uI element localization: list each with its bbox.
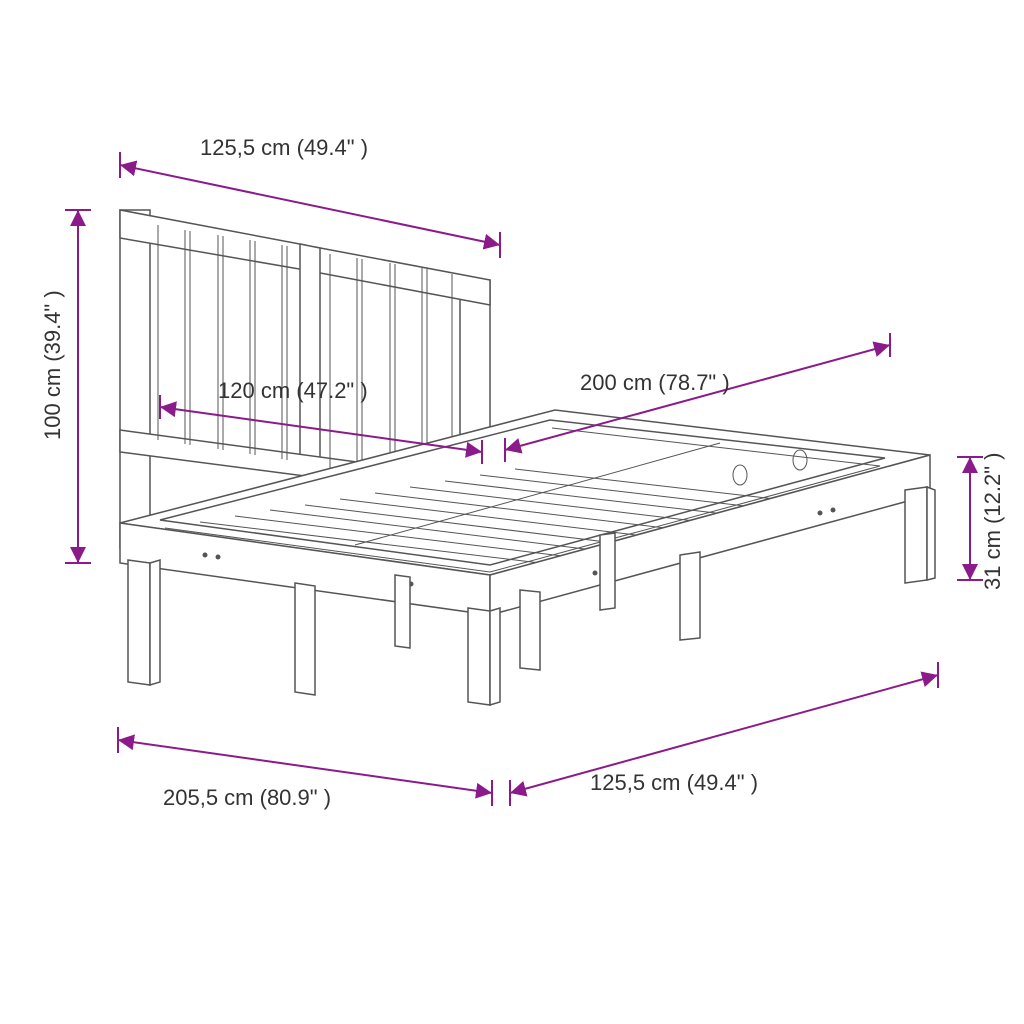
svg-text:31 cm (12.2" ): 31 cm (12.2" ) [980,453,1005,590]
dim-frame-length: 205,5 cm (80.9" ) [118,727,492,810]
dimension-diagram: 125,5 cm (49.4" ) 100 cm (39.4" ) 120 cm… [0,0,1024,1024]
dim-frame-width: 125,5 cm (49.4" ) [510,662,938,806]
dim-label: 205,5 cm [163,785,254,810]
svg-text:205,5 cm (80.9" ): 205,5 cm (80.9" ) [163,785,331,810]
svg-text:125,5 cm (49.4" ): 125,5 cm (49.4" ) [200,135,368,160]
bed-frame-drawing [120,210,935,705]
dim-label-in: (49.4" ) [297,135,368,160]
dim-label-in: (47.2" ) [296,378,367,403]
dim-label-in: (12.2" ) [980,453,1005,524]
dim-label: 100 cm [40,368,65,440]
svg-text:120 cm (47.2" ): 120 cm (47.2" ) [218,378,368,403]
dim-label: 31 cm [980,530,1005,590]
svg-text:200 cm (78.7" ): 200 cm (78.7" ) [580,370,730,395]
svg-text:100 cm (39.4" ): 100 cm (39.4" ) [40,290,65,440]
dim-label-in: (80.9" ) [260,785,331,810]
dim-label-in: (39.4" ) [40,290,65,361]
dim-label-in: (49.4" ) [687,770,758,795]
dim-label: 125,5 cm [200,135,291,160]
dim-label: 120 cm [218,378,290,403]
dim-total-height: 100 cm (39.4" ) [40,210,91,563]
dim-label: 200 cm [580,370,652,395]
dim-label-in: (78.7" ) [658,370,729,395]
dim-label: 125,5 cm [590,770,681,795]
svg-text:125,5 cm (49.4" ): 125,5 cm (49.4" ) [590,770,758,795]
dim-frame-height: 31 cm (12.2" ) [957,453,1005,590]
